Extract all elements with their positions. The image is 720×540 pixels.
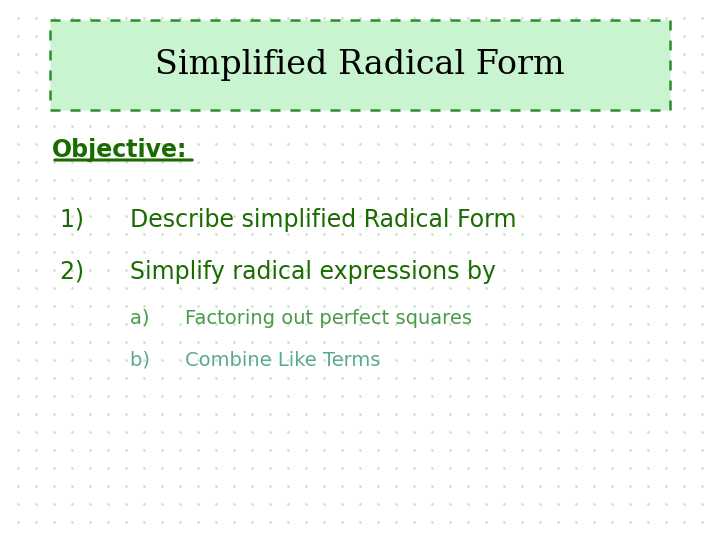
Text: Simplify radical expressions by: Simplify radical expressions by: [130, 260, 496, 284]
FancyBboxPatch shape: [50, 20, 670, 110]
Text: Simplified Radical Form: Simplified Radical Form: [156, 49, 564, 81]
Text: 1): 1): [60, 208, 99, 232]
Text: Combine Like Terms: Combine Like Terms: [185, 350, 380, 369]
Text: a): a): [130, 308, 162, 327]
Text: Describe simplified Radical Form: Describe simplified Radical Form: [130, 208, 516, 232]
Text: Factoring out perfect squares: Factoring out perfect squares: [185, 308, 472, 327]
Text: b): b): [130, 350, 163, 369]
Text: 2): 2): [60, 260, 99, 284]
Text: Objective:: Objective:: [52, 138, 187, 162]
